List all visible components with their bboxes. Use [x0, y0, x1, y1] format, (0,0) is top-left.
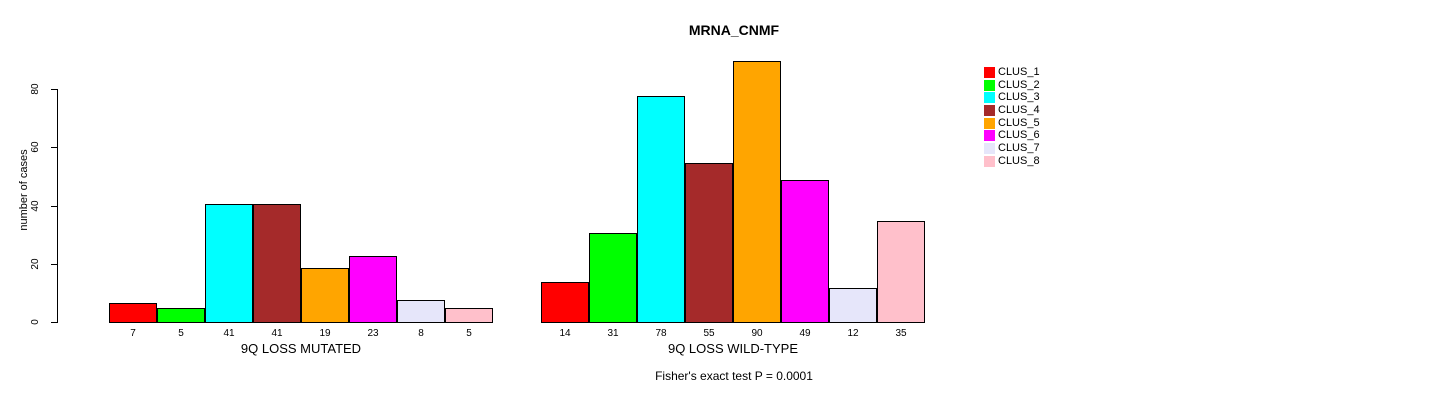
legend-swatch: [984, 104, 995, 116]
legend-swatch: [984, 155, 995, 167]
bar: [781, 180, 829, 323]
bar-value-label: 12: [847, 328, 859, 339]
bar-value-label: 23: [367, 328, 379, 339]
bar: [829, 288, 877, 323]
x-axis-group-label: 9Q LOSS MUTATED: [240, 341, 362, 356]
bar: [349, 256, 397, 323]
bar-value-label: 90: [751, 328, 763, 339]
y-tick-label: 20: [30, 258, 41, 270]
bar-value-label: 5: [178, 328, 184, 339]
bar: [157, 308, 205, 323]
bar-value-label: 78: [655, 328, 667, 339]
bar-value-label: 35: [895, 328, 907, 339]
legend-label: CLUS_6: [998, 129, 1040, 142]
bar-value-label: 5: [466, 328, 472, 339]
legend-label: CLUS_1: [998, 66, 1040, 78]
y-tick-label: 40: [30, 199, 41, 212]
bar-value-label: 31: [607, 328, 619, 339]
bar: [637, 95, 685, 323]
legend-swatch: [984, 117, 995, 129]
y-axis-label: number of cases: [18, 149, 30, 231]
bar-value-label: 49: [799, 328, 811, 339]
bar-value-label: 41: [271, 328, 283, 339]
bar: [397, 299, 445, 323]
bar: [589, 232, 637, 323]
bar-value-label: 7: [130, 328, 136, 339]
legend-swatch: [984, 142, 995, 154]
bar: [109, 302, 157, 323]
x-axis-group-label: 9Q LOSS WILD-TYPE: [667, 341, 799, 356]
y-axis-line: [57, 89, 58, 323]
y-tick-label: 60: [30, 141, 41, 153]
legend-swatch: [984, 79, 995, 91]
bar: [685, 162, 733, 323]
legend-label: CLUS_2: [998, 78, 1040, 91]
bar-value-label: 19: [319, 328, 331, 339]
legend-label: CLUS_4: [998, 103, 1040, 116]
bar: [253, 203, 301, 323]
legend-swatch: [984, 67, 995, 78]
bar: [877, 221, 925, 323]
bar: [445, 308, 493, 323]
y-tick: [51, 89, 57, 90]
bar-value-label: 55: [703, 328, 715, 339]
bar-value-label: 14: [559, 328, 571, 339]
chart-title: MRNA_CNMF: [688, 22, 780, 38]
y-tick: [51, 205, 57, 207]
bar: [301, 267, 349, 323]
bar-value-label: 41: [223, 328, 235, 339]
bar: [541, 282, 589, 323]
y-tick: [51, 322, 57, 323]
bar: [205, 203, 253, 323]
y-tick: [51, 147, 57, 149]
legend-swatch: [984, 130, 995, 142]
legend-swatch: [984, 92, 995, 104]
legend-label: CLUS_3: [998, 91, 1040, 104]
legend-label: CLUS_5: [998, 116, 1040, 129]
bar-value-label: 8: [418, 328, 424, 339]
y-tick-label: 0: [30, 319, 41, 325]
bar: [733, 60, 781, 323]
y-tick: [51, 263, 57, 265]
legend-label: CLUS_7: [998, 141, 1040, 154]
y-tick-label: 80: [30, 83, 41, 95]
annotation-text: Fisher's exact test P = 0.0001: [655, 369, 813, 383]
legend-label: CLUS_8: [998, 154, 1040, 167]
